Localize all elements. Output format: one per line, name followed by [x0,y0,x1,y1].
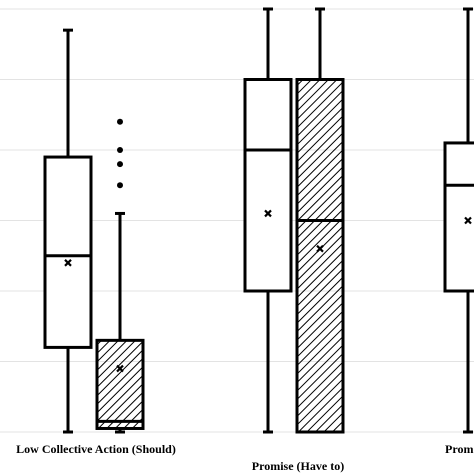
mean-marker [116,364,124,373]
outlier-point-4 [117,118,123,125]
iqr-box [95,338,145,430]
mean-marker [316,244,324,253]
category-labels: Low Collective Action (Should) Promise (… [16,442,473,473]
box-1 [43,28,93,434]
box-3 [243,7,293,434]
category-label-promise-partial: Prom [445,442,473,456]
box-series [43,7,474,434]
iqr-box [295,78,345,434]
mean-marker [64,259,72,267]
mean-marker [464,216,472,225]
category-label-promise-have-to: Promise (Have to) [252,459,344,473]
box-2 [95,118,145,434]
iqr-box [443,141,474,293]
box-5 [443,7,474,434]
iqr-box [243,78,293,293]
box-4 [295,7,345,434]
outlier-point-2 [117,161,123,168]
outlier-point-3 [117,147,123,153]
mean-marker [264,209,272,218]
iqr-box [43,155,93,349]
outlier-point-1 [117,182,123,189]
category-label-low-collective-action: Low Collective Action (Should) [16,442,176,456]
